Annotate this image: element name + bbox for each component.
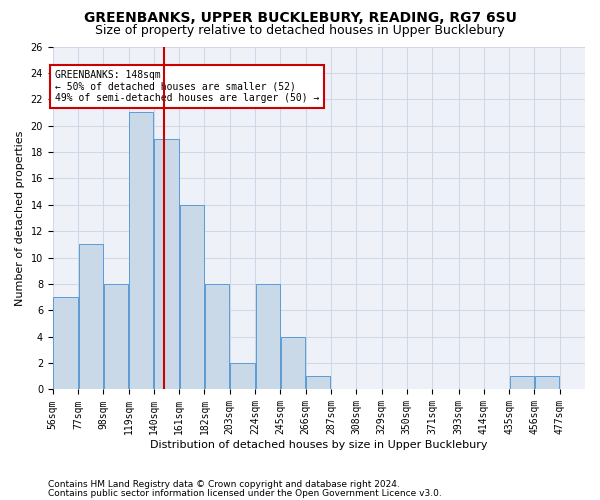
X-axis label: Distribution of detached houses by size in Upper Bucklebury: Distribution of detached houses by size … bbox=[150, 440, 488, 450]
Text: GREENBANKS: 148sqm
← 50% of detached houses are smaller (52)
49% of semi-detache: GREENBANKS: 148sqm ← 50% of detached hou… bbox=[55, 70, 320, 103]
Bar bbox=[230, 363, 254, 390]
Bar bbox=[509, 376, 534, 390]
Bar bbox=[535, 376, 559, 390]
Text: Contains public sector information licensed under the Open Government Licence v3: Contains public sector information licen… bbox=[48, 488, 442, 498]
Bar bbox=[79, 244, 103, 390]
Y-axis label: Number of detached properties: Number of detached properties bbox=[15, 130, 25, 306]
Bar bbox=[306, 376, 331, 390]
Bar bbox=[154, 139, 179, 390]
Bar bbox=[129, 112, 154, 390]
Bar bbox=[256, 284, 280, 390]
Bar bbox=[179, 205, 204, 390]
Bar bbox=[281, 336, 305, 390]
Text: Contains HM Land Registry data © Crown copyright and database right 2024.: Contains HM Land Registry data © Crown c… bbox=[48, 480, 400, 489]
Text: GREENBANKS, UPPER BUCKLEBURY, READING, RG7 6SU: GREENBANKS, UPPER BUCKLEBURY, READING, R… bbox=[83, 11, 517, 25]
Text: Size of property relative to detached houses in Upper Bucklebury: Size of property relative to detached ho… bbox=[95, 24, 505, 37]
Bar bbox=[53, 297, 77, 390]
Bar bbox=[104, 284, 128, 390]
Bar bbox=[205, 284, 229, 390]
